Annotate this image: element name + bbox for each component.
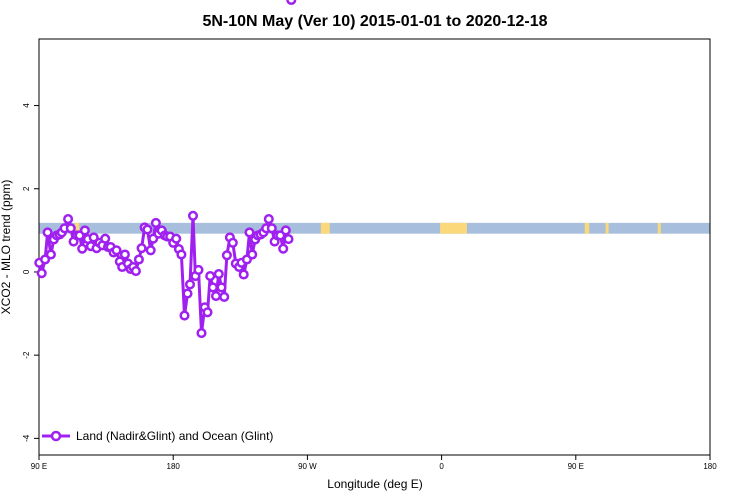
data-point xyxy=(227,237,238,248)
data-point xyxy=(111,245,122,256)
data-point xyxy=(100,233,111,244)
y-axis-label: XCO2 - MLO trend (ppm) xyxy=(0,180,13,315)
x-axis: 90 E 180 90 W 0 90 E 180 xyxy=(31,455,717,471)
data-point xyxy=(184,279,196,290)
plot-area xyxy=(38,38,711,456)
ocean-band xyxy=(39,222,710,234)
data-point xyxy=(42,227,53,238)
data-point xyxy=(171,233,182,244)
data-point xyxy=(119,249,130,260)
data-point xyxy=(247,249,258,260)
data-point xyxy=(77,243,88,254)
data-point xyxy=(219,291,230,302)
surface-band xyxy=(39,222,710,234)
data-point xyxy=(266,223,277,234)
x-tick-label: 0 xyxy=(439,462,444,471)
data-point xyxy=(213,268,224,280)
land-band-5 xyxy=(657,222,661,234)
data-point xyxy=(187,210,199,221)
data-point xyxy=(210,291,222,302)
data-point xyxy=(193,264,204,275)
data-point xyxy=(36,268,47,279)
data-point xyxy=(176,249,187,260)
y-tick-label: -2 xyxy=(22,351,31,359)
data-point xyxy=(79,225,90,236)
x-tick-label: 180 xyxy=(703,462,717,471)
x-tick-label: 90 E xyxy=(568,462,584,471)
legend: Land (Nadir&Glint) and Ocean (Glint) xyxy=(42,429,273,443)
data-point xyxy=(88,232,99,243)
legend-label: Land (Nadir&Glint) and Ocean (Glint) xyxy=(76,429,273,443)
data-point xyxy=(278,243,289,254)
data-point xyxy=(202,307,213,318)
land-band-4 xyxy=(605,222,609,234)
data-point xyxy=(142,224,153,235)
y-axis: -4 -2 0 2 4 xyxy=(22,103,39,442)
data-point xyxy=(216,282,227,293)
data-point xyxy=(65,223,76,234)
data-point xyxy=(182,288,193,299)
data-point xyxy=(205,271,216,282)
data-point xyxy=(150,217,161,228)
x-tick-label: 90 W xyxy=(298,462,317,471)
x-tick-label: 90 E xyxy=(31,462,47,471)
data-point xyxy=(145,245,156,256)
land-band-0 xyxy=(440,222,467,234)
plot-frame xyxy=(38,38,711,456)
data-point xyxy=(283,234,294,245)
y-tick-label: 4 xyxy=(22,103,31,108)
data-point xyxy=(63,214,74,225)
x-axis-label: Longitude (deg E) xyxy=(327,477,422,491)
data-point xyxy=(244,227,255,238)
data-point xyxy=(280,225,291,236)
y-tick-label: -4 xyxy=(22,434,31,442)
land-band-1 xyxy=(320,222,330,234)
data-point xyxy=(45,249,56,260)
x-tick-label: 180 xyxy=(167,462,181,471)
data-point xyxy=(133,254,144,265)
data-point xyxy=(286,0,297,6)
data-point xyxy=(130,266,141,277)
y-tick-label: 0 xyxy=(22,269,31,274)
data-point xyxy=(221,250,232,261)
data-point xyxy=(179,310,190,321)
chart-title: 5N-10N May (Ver 10) 2015-01-01 to 2020-1… xyxy=(202,13,547,30)
data-point xyxy=(263,214,274,225)
land-band-2 xyxy=(584,222,590,234)
data-point xyxy=(136,243,147,254)
y-tick-label: 2 xyxy=(22,186,31,191)
data-point xyxy=(238,269,249,280)
data-point xyxy=(196,328,207,339)
legend-marker xyxy=(50,430,62,442)
series-layer xyxy=(34,0,297,339)
data-point xyxy=(207,282,218,293)
land-band-3 xyxy=(74,222,80,234)
